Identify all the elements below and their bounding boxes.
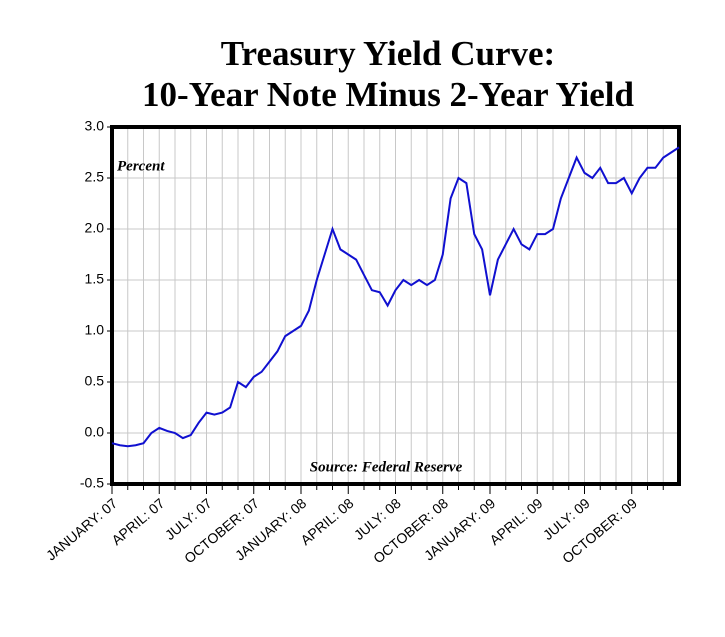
x-tick-label: JANUARY: 07 [43,495,121,564]
y-tick-label: 3.0 [85,118,105,134]
chart-title: 10-Year Note Minus 2-Year Yield [142,75,634,114]
y-tick-label: 1.5 [85,271,105,287]
y-tick-label: 0.0 [85,424,105,440]
y-tick-label: 2.0 [85,220,105,236]
line-series [111,146,680,448]
y-tick-label: 2.5 [85,169,105,185]
annotation: Source: Federal Reserve [310,459,463,475]
plot-frame [110,125,681,486]
y-tick-label: 0.5 [85,373,105,389]
y-tick-label: 1.0 [85,322,105,338]
x-tick-label: APRIL: 08 [297,495,356,548]
chart-title: Treasury Yield Curve: [221,34,555,73]
x-tick-label: APRIL: 09 [486,495,545,548]
y-tick-label: -0.5 [80,475,104,491]
annotation: Percent [117,158,165,174]
x-tick-label: APRIL: 07 [108,495,167,548]
